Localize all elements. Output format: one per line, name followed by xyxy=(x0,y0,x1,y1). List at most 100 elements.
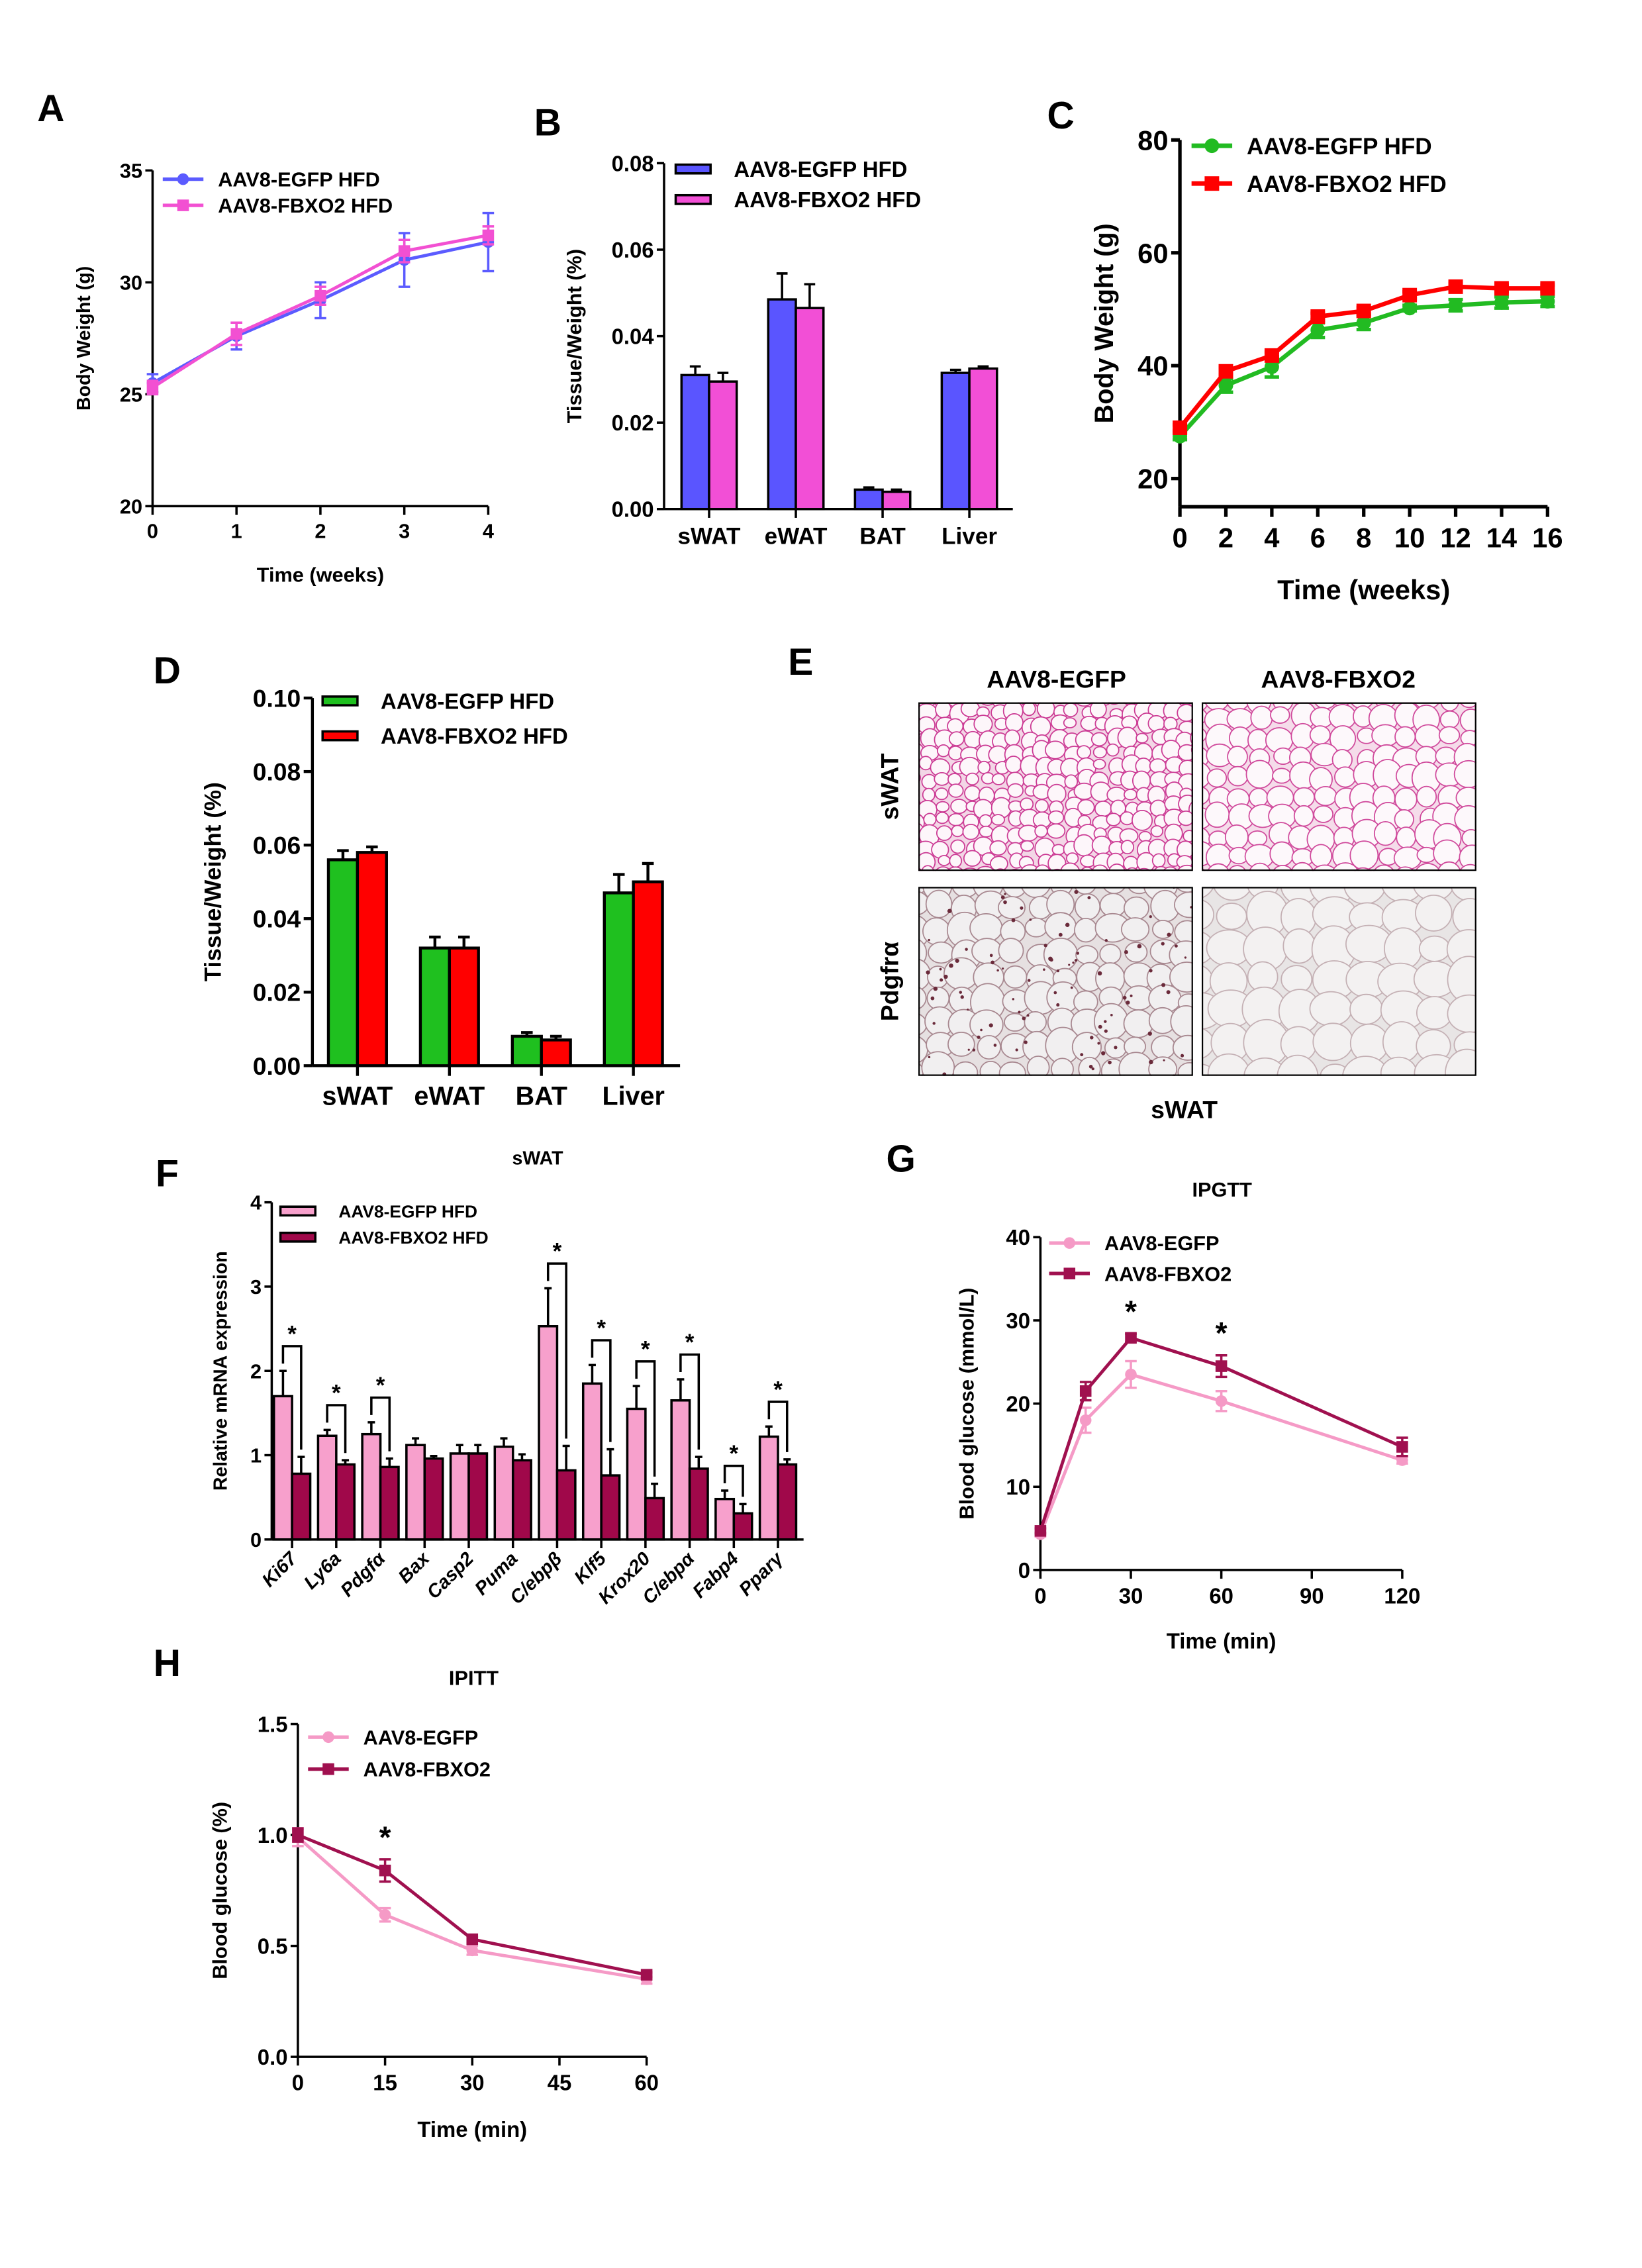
y-tick-label: 0 xyxy=(1018,1558,1030,1583)
bar xyxy=(511,1459,532,1541)
adipocyte-cell xyxy=(1245,760,1274,789)
adipocyte-cell xyxy=(1043,938,1079,972)
bar xyxy=(581,1382,603,1541)
y-tick-label: 0.0 xyxy=(258,2045,288,2069)
bar xyxy=(777,1463,798,1541)
adipocyte-cell xyxy=(934,771,950,786)
bar xyxy=(272,1395,293,1541)
error-bar xyxy=(430,1455,438,1459)
adipocyte-cell xyxy=(1478,803,1504,828)
stained-nucleus xyxy=(990,960,994,965)
stained-nucleus xyxy=(989,1023,993,1028)
stained-nucleus xyxy=(940,978,943,982)
adipocyte-cell xyxy=(1002,887,1028,898)
error-bar xyxy=(544,1287,552,1326)
legend-item: AAV8-FBXO2 HFD xyxy=(674,187,921,212)
chart-title: sWAT xyxy=(512,1148,563,1169)
error-bar xyxy=(776,272,788,300)
y-tick-label: 20 xyxy=(1006,1391,1030,1416)
y-tick-label: 20 xyxy=(120,495,142,518)
legend-item: AAV8-FBXO2 HFD xyxy=(321,724,568,748)
adipocyte-cell xyxy=(918,705,920,714)
adipocyte-cell xyxy=(1108,863,1126,871)
adipocyte-cell xyxy=(990,856,1008,871)
y-tick-label: 0.06 xyxy=(612,238,654,262)
adipocyte-cell xyxy=(1414,724,1442,748)
stained-nucleus xyxy=(1043,968,1045,971)
x-tick-label: 120 xyxy=(1384,1583,1420,1608)
stained-nucleus xyxy=(1011,918,1016,922)
square-marker xyxy=(314,289,326,302)
square-marker xyxy=(146,381,159,394)
adipocyte-cell xyxy=(1077,745,1092,760)
category-label: Pdgfα xyxy=(336,1548,390,1601)
error-bar xyxy=(385,1457,393,1467)
square-marker xyxy=(1448,279,1463,294)
stained-nucleus xyxy=(1149,915,1152,918)
adipocyte-cell xyxy=(1132,810,1153,831)
adipocyte-cell xyxy=(1416,996,1453,1030)
adipocyte-cell xyxy=(918,758,922,770)
stained-nucleus xyxy=(1056,969,1060,973)
adipocyte-cell xyxy=(1077,799,1095,816)
adipocyte-cell xyxy=(1034,864,1051,871)
bar xyxy=(538,1325,559,1541)
adipocyte-cell xyxy=(1020,864,1040,871)
error-bar xyxy=(518,1453,526,1461)
adipocyte-cell xyxy=(1020,840,1034,852)
adipocyte-cell xyxy=(1022,702,1036,716)
adipocyte-cell xyxy=(948,731,965,747)
x-tick-label: 90 xyxy=(1300,1583,1324,1608)
circle-marker xyxy=(379,1908,391,1921)
row-label-pdgfra: Pdgfrα xyxy=(875,942,903,1021)
legend-label: AAV8-FBXO2 HFD xyxy=(338,1228,488,1248)
adipocyte-cell xyxy=(1455,787,1476,809)
adipocyte-cell xyxy=(950,799,968,814)
error-bar xyxy=(689,365,701,375)
adipocyte-cell xyxy=(1437,861,1461,871)
adipocyte-cell xyxy=(963,730,982,749)
adipocyte-cell xyxy=(1004,729,1020,747)
x-tick-label: 0 xyxy=(1034,1583,1046,1608)
significance-star: * xyxy=(641,1336,650,1362)
adipocyte-cell xyxy=(1044,740,1066,760)
adipocyte-cell xyxy=(1414,863,1441,871)
x-tick-label: 0 xyxy=(1172,522,1187,554)
adipocyte-cell xyxy=(918,799,921,811)
stained-nucleus xyxy=(1124,950,1128,954)
stained-nucleus xyxy=(967,1048,970,1051)
adipocyte-cell xyxy=(1440,702,1460,712)
adipocyte-cell xyxy=(1310,844,1333,868)
bar xyxy=(714,1497,736,1541)
error-bar xyxy=(500,1437,508,1447)
x-tick-label: 30 xyxy=(460,2071,485,2095)
error-bar xyxy=(550,1034,562,1040)
stained-nucleus xyxy=(972,1048,976,1052)
stained-nucleus xyxy=(980,1028,983,1032)
adipocyte-cell xyxy=(1149,799,1167,817)
adipocyte-cell xyxy=(918,986,927,1010)
adipocyte-cell xyxy=(1478,704,1506,730)
significance-star: * xyxy=(1216,1316,1228,1350)
y-tick-label: 0.5 xyxy=(258,1934,288,1958)
bar xyxy=(379,1465,400,1541)
square-marker xyxy=(1494,281,1509,296)
adipocyte-cell xyxy=(1394,726,1416,748)
adipocyte-cell xyxy=(926,986,950,1011)
y-axis-label: Body Weight (g) xyxy=(73,266,95,411)
adipocyte-cell xyxy=(1342,1056,1390,1076)
series-1 xyxy=(146,225,495,396)
adipocyte-cell xyxy=(1123,789,1137,801)
stained-nucleus xyxy=(949,963,953,968)
legend-label: AAV8-FBXO2 xyxy=(363,1758,491,1781)
adipocyte-cell xyxy=(1106,743,1120,757)
category-label: Casp2 xyxy=(423,1548,478,1603)
category-label: BAT xyxy=(516,1082,567,1111)
legend-swatch xyxy=(321,730,359,742)
category-label: Ki67 xyxy=(258,1548,302,1591)
stained-nucleus xyxy=(1068,963,1071,966)
adipocyte-cell xyxy=(1063,717,1077,728)
error-bar xyxy=(429,935,441,948)
adipocyte-cell xyxy=(1459,863,1476,871)
adipocyte-cell xyxy=(1118,1052,1154,1076)
